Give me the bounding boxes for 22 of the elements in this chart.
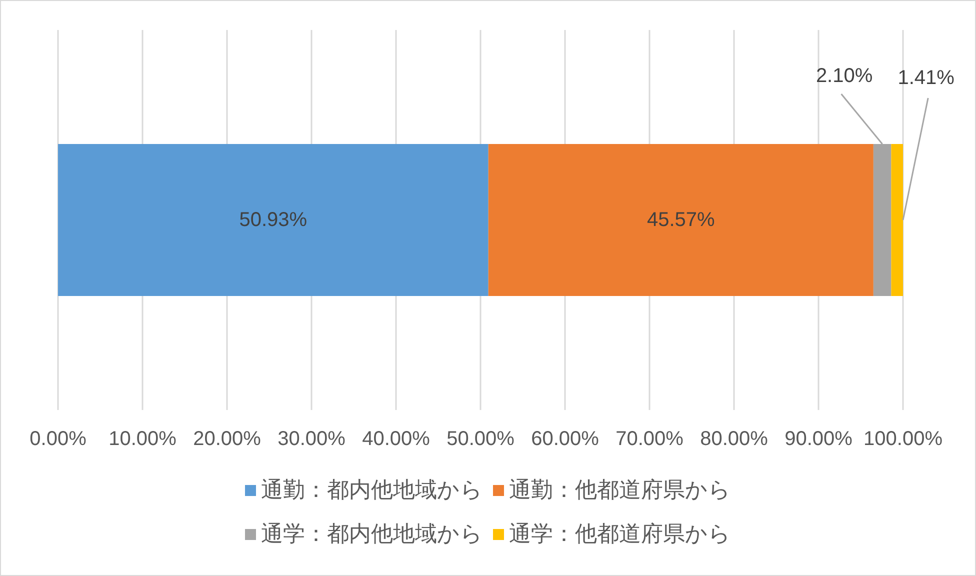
x-tick-label: 40.00% [362, 428, 430, 450]
bar [58, 144, 488, 296]
x-tick-label: 100.00% [864, 428, 943, 450]
data-label: 45.57% [646, 209, 716, 231]
x-tick-label: 30.00% [278, 428, 346, 450]
x-tick-label: 0.00% [30, 428, 87, 450]
legend-label: 通勤：他都道府県から [509, 476, 731, 504]
legend-label: 通学：都内他地域から [261, 520, 483, 548]
data-label: 1.41% [898, 67, 955, 89]
x-tick-label: 80.00% [700, 428, 768, 450]
x-tick-label: 50.00% [446, 428, 515, 450]
x-tick-label: 90.00% [784, 428, 853, 450]
bar [891, 144, 903, 296]
legend-label: 通勤：都内他地域から [261, 476, 483, 504]
data-label: 2.10% [816, 65, 873, 87]
x-tick-label: 10.00% [108, 428, 177, 450]
legend-label: 通学：他都道府県から [509, 520, 731, 548]
bar [488, 144, 874, 296]
x-tick-label: 20.00% [193, 428, 262, 450]
x-tick-label: 60.00% [531, 428, 600, 450]
x-tick-label: 70.00% [616, 428, 684, 450]
data-label: 50.93% [239, 209, 308, 231]
